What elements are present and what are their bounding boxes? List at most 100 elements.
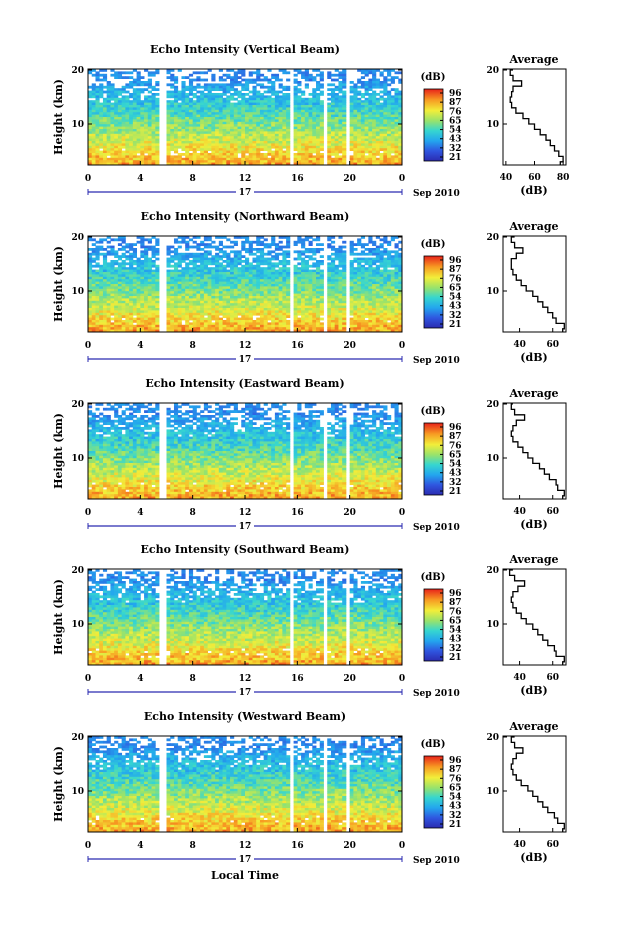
heatmap-cell bbox=[144, 279, 148, 282]
heatmap-cell bbox=[282, 141, 286, 144]
heatmap-cell bbox=[174, 310, 178, 313]
heatmap-cell bbox=[95, 306, 99, 309]
heatmap-cell bbox=[238, 110, 242, 113]
heatmap-cell bbox=[167, 274, 171, 277]
heatmap-cell bbox=[200, 274, 204, 277]
heatmap-cell bbox=[226, 291, 230, 294]
heatmap-cell bbox=[294, 158, 298, 161]
heatmap-cell bbox=[99, 112, 103, 115]
heatmap-cell bbox=[178, 134, 182, 137]
heatmap-cell bbox=[383, 122, 387, 125]
heatmap-cell bbox=[133, 146, 137, 149]
heatmap-cell bbox=[301, 315, 305, 318]
heatmap-cell bbox=[260, 296, 264, 299]
heatmap-cell bbox=[335, 322, 339, 325]
heatmap-cell bbox=[338, 286, 342, 289]
heatmap-cell bbox=[226, 110, 230, 113]
heatmap-cell bbox=[155, 250, 159, 253]
heatmap-cell bbox=[383, 124, 387, 127]
heatmap-cell bbox=[174, 124, 178, 127]
heatmap-cell bbox=[204, 98, 208, 101]
heatmap-cell bbox=[152, 117, 156, 120]
heatmap-cell bbox=[342, 136, 346, 139]
heatmap-cell bbox=[140, 153, 144, 156]
heatmap-cell bbox=[286, 127, 290, 130]
heatmap-cell bbox=[260, 303, 264, 306]
heatmap-cell bbox=[107, 282, 111, 285]
heatmap-cell bbox=[241, 291, 245, 294]
heatmap-cell bbox=[301, 146, 305, 149]
heatmap-cell bbox=[234, 282, 238, 285]
heatmap-cell bbox=[167, 289, 171, 292]
heatmap-cell bbox=[238, 274, 242, 277]
heatmap-cell bbox=[249, 136, 253, 139]
heatmap-cell bbox=[267, 282, 271, 285]
heatmap-cell bbox=[316, 83, 320, 86]
heatmap-cell bbox=[301, 71, 305, 74]
heatmap-cell bbox=[264, 105, 268, 108]
heatmap-cell bbox=[152, 250, 156, 253]
heatmap-cell bbox=[252, 277, 256, 280]
heatmap-cell bbox=[279, 270, 283, 273]
heatmap-cell bbox=[234, 289, 238, 292]
heatmap-cell bbox=[226, 289, 230, 292]
heatmap-cell bbox=[208, 318, 212, 321]
heatmap-cell bbox=[88, 158, 92, 161]
heatmap-cell bbox=[316, 115, 320, 118]
heatmap-cell bbox=[350, 103, 354, 106]
heatmap-cell bbox=[196, 98, 200, 101]
heatmap-cell bbox=[99, 241, 103, 244]
heatmap-cell bbox=[395, 124, 399, 127]
heatmap-cell bbox=[234, 310, 238, 313]
heatmap-cell bbox=[320, 93, 324, 96]
heatmap-cell bbox=[316, 98, 320, 101]
heatmap-cell bbox=[320, 117, 324, 120]
heatmap-cell bbox=[256, 103, 260, 106]
heatmap-cell bbox=[167, 286, 171, 289]
heatmap-cell bbox=[181, 315, 185, 318]
heatmap-cell bbox=[103, 103, 107, 106]
heatmap-cell bbox=[103, 284, 107, 287]
heatmap-cell bbox=[297, 160, 301, 163]
heatmap-cell bbox=[335, 286, 339, 289]
heatmap-cell bbox=[387, 122, 391, 125]
heatmap-cell bbox=[174, 318, 178, 321]
heatmap-cell bbox=[137, 320, 141, 323]
heatmap-cell bbox=[241, 136, 245, 139]
heatmap-cell bbox=[305, 238, 309, 241]
heatmap-cell bbox=[327, 313, 331, 316]
heatmap-cell bbox=[99, 155, 103, 158]
heatmap-cell bbox=[294, 124, 298, 127]
heatmap-cell bbox=[331, 105, 335, 108]
heatmap-cell bbox=[305, 74, 309, 77]
heatmap-cell bbox=[208, 284, 212, 287]
heatmap-cell bbox=[391, 122, 395, 125]
heatmap-cell bbox=[245, 267, 249, 270]
heatmap-cell bbox=[230, 160, 234, 163]
heatmap-cell bbox=[196, 246, 200, 249]
heatmap-cell bbox=[200, 258, 204, 261]
heatmap-cell bbox=[305, 265, 309, 268]
heatmap-cell bbox=[178, 253, 182, 256]
heatmap-cell bbox=[88, 119, 92, 122]
heatmap-cell bbox=[350, 88, 354, 91]
heatmap-cell bbox=[88, 143, 92, 146]
heatmap-cell bbox=[238, 277, 242, 280]
heatmap-cell bbox=[185, 88, 189, 91]
heatmap-cell bbox=[148, 267, 152, 270]
heatmap-cell bbox=[297, 100, 301, 103]
heatmap-cell bbox=[211, 291, 215, 294]
heatmap-cell bbox=[249, 119, 253, 122]
heatmap-cell bbox=[200, 127, 204, 130]
heatmap-cell bbox=[152, 86, 156, 89]
heatmap-cell bbox=[170, 320, 174, 323]
heatmap-cell bbox=[148, 248, 152, 251]
heatmap-cell bbox=[174, 117, 178, 120]
heatmap-cell bbox=[185, 151, 189, 154]
heatmap-cell bbox=[286, 79, 290, 82]
heatmap-cell bbox=[148, 129, 152, 132]
heatmap-cell bbox=[267, 100, 271, 103]
heatmap-cell bbox=[219, 298, 223, 301]
heatmap-cell bbox=[294, 127, 298, 130]
heatmap-cell bbox=[103, 91, 107, 94]
